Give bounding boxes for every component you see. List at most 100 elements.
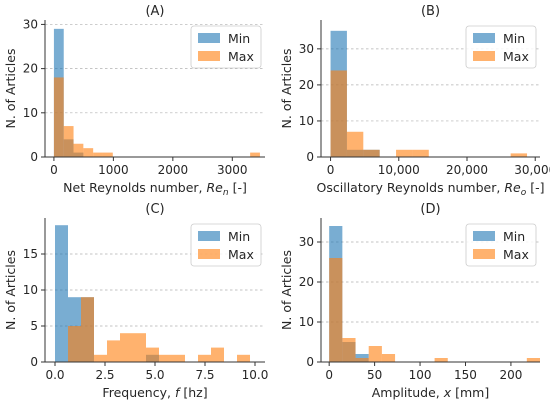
x-tick-label: 1000	[98, 163, 129, 177]
x-tick-label: 10,000	[378, 163, 420, 177]
x-tick-label: 2000	[158, 163, 189, 177]
max-bar	[53, 77, 64, 157]
x-axis-label: Oscillatory Reynolds number, Reo [-]	[317, 180, 545, 198]
x-axis-label: Frequency, f [hz]	[102, 385, 207, 400]
legend-label-max: Max	[228, 247, 254, 262]
max-bar	[198, 354, 211, 362]
y-tick-label: 0	[30, 150, 38, 164]
legend-label-max: Max	[503, 49, 529, 64]
max-bar	[329, 258, 343, 362]
max-bar	[434, 358, 448, 362]
max-bar	[342, 338, 356, 362]
max-bar	[83, 148, 94, 157]
y-tick-label: 20	[299, 275, 314, 289]
y-tick-label: 20	[23, 62, 38, 76]
max-bar	[172, 354, 185, 362]
legend-swatch-max	[473, 51, 495, 61]
panel-title: (A)	[145, 4, 164, 19]
y-axis-label: N. of Articles	[279, 49, 294, 129]
legend-swatch-min	[473, 33, 495, 43]
x-tick-label: 50	[367, 368, 382, 382]
y-tick-label: 30	[23, 17, 38, 31]
max-bar	[120, 333, 133, 362]
max-bar	[346, 131, 364, 157]
max-bar	[412, 149, 429, 157]
legend-label-min: Min	[503, 229, 525, 244]
y-tick-label: 0	[30, 355, 38, 369]
y-tick-label: 30	[299, 42, 314, 56]
max-bar	[102, 152, 113, 157]
x-axis-label: Amplitude, x [mm]	[372, 385, 490, 400]
y-tick-label: 10	[23, 283, 38, 297]
y-tick-label: 5	[30, 319, 38, 333]
panel-title: (D)	[420, 202, 440, 217]
y-axis-label: N. of Articles	[3, 49, 18, 129]
panel-a: 0 10 20 30 0 1000 2000 3000 (A) Net Reynolds numb…	[3, 4, 265, 198]
x-tick-label: 30,000	[514, 163, 550, 177]
legend-swatch-max	[198, 51, 220, 61]
x-axis-label: Net Reynolds number, Ren [-]	[63, 180, 247, 198]
x-tick-label: 3000	[217, 163, 248, 177]
y-axis-label: N. of Articles	[279, 250, 294, 330]
legend-label-min: Min	[228, 229, 250, 244]
max-bar	[368, 346, 382, 362]
x-tick-label: 0.0	[45, 368, 64, 382]
max-bar	[159, 354, 172, 362]
x-tick-label: 7.5	[195, 368, 214, 382]
max-bar	[73, 143, 84, 157]
x-tick-label: 0	[50, 163, 58, 177]
y-tick-label: 0	[306, 355, 314, 369]
y-tick-label: 30	[299, 235, 314, 249]
x-tick-label: 200	[499, 368, 522, 382]
max-bar	[81, 297, 94, 362]
panel-d: 0 10 20 30 0 50 100 150 200 (D) Amplitude, x [mm] N…	[279, 202, 540, 400]
panel-c: 0 5 10 15 0.0 2.5 5.0 7.5 10.0 (C) Frequency, f [h…	[3, 202, 268, 400]
max-bar	[94, 354, 107, 362]
legend-label-min: Min	[503, 31, 525, 46]
x-tick-label: 10.0	[242, 368, 269, 382]
x-tick-label: 0	[325, 368, 333, 382]
legend-swatch-min	[198, 33, 220, 43]
max-bar	[133, 333, 146, 362]
y-tick-label: 10	[299, 114, 314, 128]
max-bar	[68, 326, 81, 362]
max-bar	[250, 152, 260, 157]
legend-swatch-max	[473, 249, 495, 259]
max-bar	[63, 126, 74, 157]
max-bar	[93, 152, 103, 157]
x-tick-label: 20,000	[446, 163, 488, 177]
y-tick-label: 10	[23, 106, 38, 120]
legend-swatch-min	[473, 231, 495, 241]
y-tick-label: 10	[299, 315, 314, 329]
max-bar	[330, 70, 347, 157]
panel-b: 0 10 20 30 0 10,000 20,000 30,000 (B) Oscillatory…	[279, 4, 550, 198]
x-tick-label: 5.0	[145, 368, 164, 382]
max-bar	[355, 358, 369, 362]
max-bar	[146, 347, 159, 362]
max-bar	[526, 358, 540, 362]
y-axis-label: N. of Articles	[3, 250, 18, 330]
max-bar	[363, 149, 380, 157]
y-tick-label: 0	[306, 150, 314, 164]
max-bar	[237, 354, 250, 362]
max-bar	[396, 149, 413, 157]
panel-title: (B)	[421, 4, 440, 19]
max-bar	[211, 347, 224, 362]
legend-swatch-min	[198, 231, 220, 241]
max-bar	[107, 340, 120, 362]
legend-swatch-max	[198, 249, 220, 259]
legend-label-max: Max	[503, 247, 529, 262]
x-tick-label: 150	[454, 368, 477, 382]
x-tick-label: 2.5	[95, 368, 114, 382]
y-tick-label: 15	[23, 247, 38, 261]
legend-label-min: Min	[228, 31, 250, 46]
x-tick-label: 100	[409, 368, 432, 382]
max-bar	[510, 153, 528, 157]
legend-label-max: Max	[228, 49, 254, 64]
y-tick-label: 20	[299, 78, 314, 92]
max-bar	[381, 354, 396, 362]
min-bar	[55, 225, 68, 362]
x-tick-label: 0	[327, 163, 335, 177]
panel-title: (C)	[145, 202, 164, 217]
